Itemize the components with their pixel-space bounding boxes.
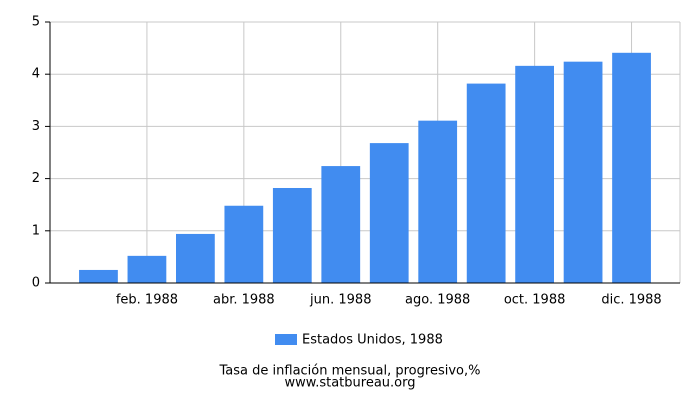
source: www.statbureau.org xyxy=(285,376,416,391)
bar xyxy=(515,65,554,284)
bar xyxy=(224,205,264,283)
bar xyxy=(466,83,506,283)
y-tick-label: 5 xyxy=(32,15,40,30)
bar xyxy=(563,61,603,284)
bar xyxy=(321,166,361,283)
bar xyxy=(79,269,118,283)
y-tick-label: 2 xyxy=(32,171,40,186)
y-tick-label: 0 xyxy=(32,276,40,291)
y-tick-label: 1 xyxy=(32,223,40,238)
bar xyxy=(272,187,312,283)
legend-label: Estados Unidos, 1988 xyxy=(302,333,443,348)
bar xyxy=(418,120,458,284)
x-tick-label: abr. 1988 xyxy=(213,293,275,308)
x-tick-label: dic. 1988 xyxy=(601,293,661,308)
x-tick-label: feb. 1988 xyxy=(116,293,178,308)
y-tick-label: 4 xyxy=(32,67,40,82)
bar xyxy=(127,255,167,283)
x-tick-label: oct. 1988 xyxy=(504,293,566,308)
x-tick-label: jun. 1988 xyxy=(309,293,371,308)
bar xyxy=(369,143,409,283)
bar xyxy=(612,52,651,283)
chart-title: Tasa de inflación mensual, progresivo,% xyxy=(219,364,481,379)
y-tick-label: 3 xyxy=(32,119,40,134)
legend-swatch xyxy=(275,334,297,345)
x-tick-label: ago. 1988 xyxy=(405,293,470,308)
bar xyxy=(176,233,215,283)
